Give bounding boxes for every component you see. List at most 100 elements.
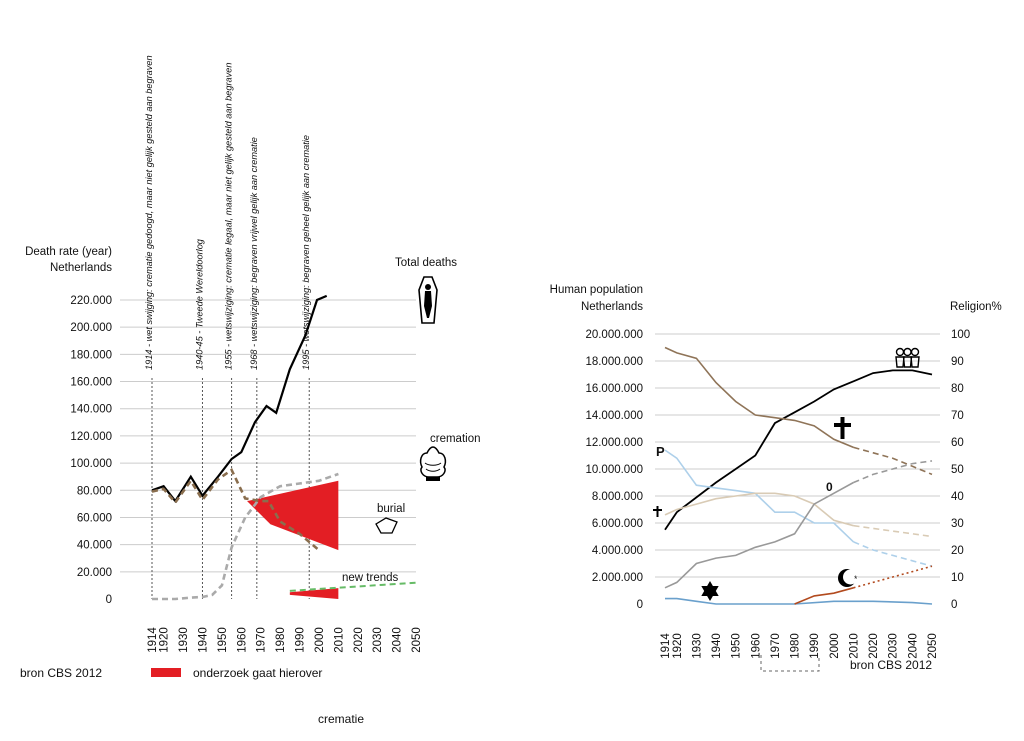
right-x-tick-label: 2000 bbox=[829, 633, 841, 659]
left-gridlines bbox=[120, 299, 416, 573]
left-x-ticks: 1914 1920 1930 1940 1950 1960 1970 1980 1990 2000… bbox=[147, 627, 423, 653]
right-y-tick-label: 20.000.000 bbox=[585, 329, 643, 341]
right-y-ticks: 0 2.000.000 4.000.000 6.000.000 8.000.000 10.… bbox=[585, 329, 643, 611]
right-x-tick-label: 1914 bbox=[660, 633, 672, 659]
population-chart: Human population Netherlands Religion% 0… bbox=[550, 284, 1002, 672]
right-x-tick-label: 1940 bbox=[711, 633, 723, 659]
right-x-tick-label: 2050 bbox=[927, 633, 939, 659]
right-y2-tick-label: 0 bbox=[951, 599, 957, 611]
left-y-tick-label: 180.000 bbox=[70, 349, 112, 361]
right-y2-tick-label: 80 bbox=[951, 383, 964, 395]
left-x-tick-label: 1950 bbox=[217, 627, 229, 653]
series-other-christian-projection bbox=[853, 524, 933, 538]
right-y2-tick-label: 20 bbox=[951, 545, 964, 557]
annotation-total-deaths: Total deaths bbox=[395, 257, 457, 269]
right-x-tick-label: 2010 bbox=[848, 633, 860, 659]
left-x-tick-label: 1940 bbox=[197, 627, 209, 653]
right-y2-tick-label: 70 bbox=[951, 410, 964, 422]
event-label-1995: 1995 - wetswijziging: begraven geheel ge… bbox=[301, 135, 311, 370]
crescent-star: * bbox=[854, 574, 858, 584]
left-x-tick-label: 1970 bbox=[256, 627, 268, 653]
bottom-caption: crematie bbox=[318, 712, 364, 726]
left-x-tick-label: 2050 bbox=[411, 627, 423, 653]
series-no-religion-projection bbox=[853, 460, 933, 484]
urn-icon bbox=[419, 446, 447, 481]
research-region-1 bbox=[289, 588, 339, 599]
right-y2-tick-label: 30 bbox=[951, 518, 964, 530]
right-x-tick-label: 2020 bbox=[868, 633, 880, 659]
left-research-regions bbox=[247, 480, 339, 599]
right-y-tick-label: 2.000.000 bbox=[592, 572, 643, 584]
left-y-tick-label: 160.000 bbox=[70, 377, 112, 389]
event-label-1968: 1968 - wetswijziging: begraven vrijwel g… bbox=[249, 137, 259, 370]
series-total-deaths bbox=[151, 294, 328, 504]
left-y-ticks: 0 20.000 40.000 60.000 80.000 100.000 120.000 1… bbox=[70, 295, 112, 606]
series-islam bbox=[794, 587, 854, 605]
legend-research-swatch bbox=[151, 668, 181, 677]
left-y-tick-label: 140.000 bbox=[70, 404, 112, 416]
annotation-burial: burial bbox=[377, 503, 405, 515]
right-y-tick-label: 0 bbox=[637, 599, 643, 611]
dagger-icon bbox=[653, 506, 662, 517]
event-label-1914: 1914 - wet swijging: crematie gedoogd, m… bbox=[144, 55, 154, 370]
right-x-tick-label: 1960 bbox=[750, 633, 762, 659]
event-label-1940: 1940-45 - Tweede Wereldoorlog bbox=[194, 238, 204, 370]
left-x-tick-label: 2020 bbox=[353, 627, 365, 653]
series-cremation bbox=[152, 472, 339, 601]
right-y2-ticks: 0 10 20 30 40 50 60 70 80 90 100 bbox=[951, 329, 970, 611]
left-x-tick-label: 1990 bbox=[295, 627, 307, 653]
right-y-tick-label: 6.000.000 bbox=[592, 518, 643, 530]
series-population bbox=[664, 369, 933, 531]
right-y2-tick-label: 60 bbox=[951, 437, 964, 449]
right-x-tick-label: 1990 bbox=[809, 633, 821, 659]
left-source-caption: bron CBS 2012 bbox=[20, 666, 102, 680]
death-rate-chart: Death rate (year) Netherlands 0 20.000 40.… bbox=[25, 55, 480, 652]
right-x-tick-label: 1980 bbox=[790, 633, 802, 659]
right-x-tick-label: 2030 bbox=[888, 633, 900, 659]
left-series bbox=[151, 294, 417, 601]
right-x-tick-label: 1970 bbox=[770, 633, 782, 659]
left-x-tick-label: 2040 bbox=[392, 627, 404, 653]
right-x-tick-label: 1930 bbox=[691, 633, 703, 659]
period-bracket bbox=[760, 655, 820, 672]
left-y-tick-label: 80.000 bbox=[77, 485, 112, 497]
right-y2-tick-label: 10 bbox=[951, 572, 964, 584]
right-x-tick-label: 1950 bbox=[731, 633, 743, 659]
right-y2-tick-label: 40 bbox=[951, 491, 964, 503]
series-other-christian bbox=[664, 492, 854, 527]
left-ylabel-line2: Netherlands bbox=[50, 262, 112, 274]
series-new-trends bbox=[289, 581, 417, 592]
right-y2label: Religion% bbox=[950, 301, 1002, 313]
annotation-cremation: cremation bbox=[430, 433, 481, 445]
right-y2-tick-label: 100 bbox=[951, 329, 970, 341]
left-ylabel-line1: Death rate (year) bbox=[25, 246, 112, 258]
annotation-new-trends: new trends bbox=[342, 572, 399, 584]
right-ylabel-line2: Netherlands bbox=[581, 301, 643, 313]
left-y-tick-label: 0 bbox=[106, 594, 112, 606]
legend-research-label: onderzoek gaat hierover bbox=[193, 666, 322, 680]
right-y-tick-label: 16.000.000 bbox=[585, 383, 643, 395]
left-y-tick-label: 60.000 bbox=[77, 512, 112, 524]
right-x-tick-label: 2040 bbox=[907, 633, 919, 659]
right-series bbox=[664, 346, 933, 605]
cross-icon bbox=[834, 417, 851, 439]
left-x-tick-label: 1920 bbox=[159, 627, 171, 653]
protestant-label: P bbox=[656, 444, 665, 459]
right-ylabel-line1: Human population bbox=[550, 284, 643, 296]
left-x-tick-label: 1930 bbox=[178, 627, 190, 653]
coffin-icon bbox=[418, 276, 438, 324]
right-y-tick-label: 12.000.000 bbox=[585, 437, 643, 449]
gravestone-icon bbox=[375, 517, 398, 534]
no-religion-label: 0 bbox=[826, 480, 833, 494]
right-x-ticks: 1914 1920 1930 1940 1950 1960 1970 1980 1990 2000… bbox=[660, 633, 939, 659]
left-y-tick-label: 200.000 bbox=[70, 322, 112, 334]
crescent-icon: * bbox=[838, 569, 858, 587]
right-y-tick-label: 18.000.000 bbox=[585, 356, 643, 368]
right-y-tick-label: 4.000.000 bbox=[592, 545, 643, 557]
series-catholic bbox=[664, 346, 854, 449]
series-islam-projection bbox=[853, 565, 933, 589]
left-y-tick-label: 100.000 bbox=[70, 458, 112, 470]
star-of-david-icon bbox=[701, 581, 719, 601]
left-events: 1914 - wet swijging: crematie gedoogd, m… bbox=[144, 55, 311, 599]
